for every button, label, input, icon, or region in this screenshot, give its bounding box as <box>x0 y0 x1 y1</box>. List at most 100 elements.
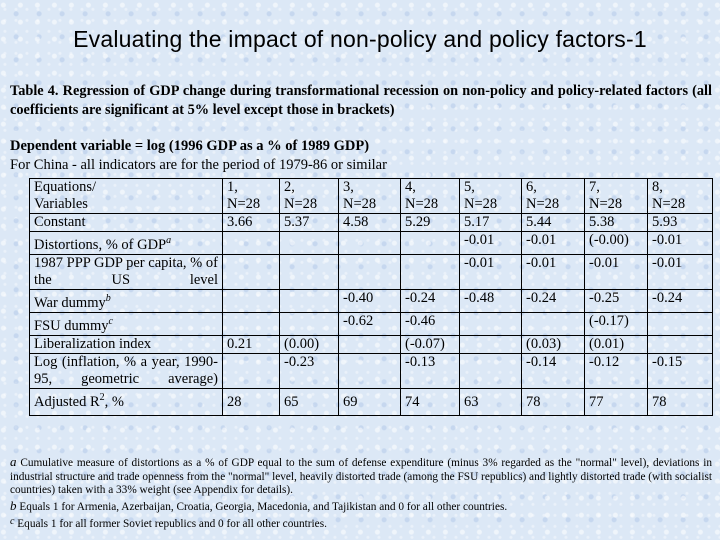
table-cell: (0.00) <box>279 335 339 354</box>
column-n: N=28 <box>405 196 439 212</box>
table-cell: (-0.07) <box>400 335 460 354</box>
table-cell: 78 <box>521 388 585 416</box>
row-label: Adjusted R2, % <box>29 388 223 416</box>
table-cell: 5.44 <box>521 213 585 232</box>
table-cell: -0.24 <box>521 289 585 313</box>
row-label: Distortions, % of GDPa <box>29 231 223 255</box>
column-number: 7, <box>589 179 600 195</box>
column-number: 6, <box>526 179 537 195</box>
header-column-3: 3, N=28 <box>338 178 401 214</box>
footnote-mark: c <box>10 516 15 528</box>
table-cell: -0.01 <box>459 231 522 255</box>
table-header-row: Equations/ Variables 1, N=28 2, N=28 3, N=2… <box>29 178 713 214</box>
table-cell: -0.01 <box>521 231 585 255</box>
column-number: 2, <box>284 179 295 195</box>
table-row-distortions: Distortions, % of GDPa -0.01 -0.01 (-0.0… <box>29 231 713 255</box>
column-number: 4, <box>405 179 416 195</box>
table-cell: -0.01 <box>459 254 522 290</box>
header-column-1: 1, N=28 <box>222 178 280 214</box>
column-n: N=28 <box>526 196 560 212</box>
row-label-text: Adjusted R <box>34 394 100 410</box>
table-cell: (-0.00) <box>584 231 648 255</box>
column-n: N=28 <box>343 196 377 212</box>
table-cell: 0.21 <box>222 335 280 354</box>
table-row-fsu-dummy: FSU dummyc -0.62 -0.46 (-0.17) <box>29 312 713 336</box>
table-cell: -0.15 <box>647 353 713 389</box>
table-cell <box>338 353 401 389</box>
column-n: N=28 <box>227 196 261 212</box>
row-label: 1987 PPP GDP per capita, % of the US lev… <box>29 254 223 290</box>
table-cell <box>647 312 713 336</box>
table-cell: (0.03) <box>521 335 585 354</box>
row-label-text: FSU dummy <box>34 318 109 334</box>
header-column-2: 2, N=28 <box>279 178 339 214</box>
table-cell <box>338 335 401 354</box>
table-cell <box>338 231 401 255</box>
table-cell: -0.01 <box>521 254 585 290</box>
table-cell <box>338 254 401 290</box>
table-row-gdp-per-capita: 1987 PPP GDP per capita, % of the US lev… <box>29 254 713 290</box>
table-cell: -0.24 <box>647 289 713 313</box>
table-cell: -0.24 <box>400 289 460 313</box>
china-note: For China - all indicators are for the p… <box>10 157 387 173</box>
table-cell <box>222 353 280 389</box>
table-cell: -0.48 <box>459 289 522 313</box>
superscript-2: 2 <box>99 392 105 403</box>
row-label: Liberalization index <box>29 335 223 354</box>
column-number: 3, <box>343 179 354 195</box>
header-column-8: 8, N=28 <box>647 178 713 214</box>
header-column-4: 4, N=28 <box>400 178 460 214</box>
table-cell <box>647 335 713 354</box>
footnotes: a Cumulative measure of distortions as a… <box>10 455 712 533</box>
table-cell <box>279 231 339 255</box>
table-cell: 4.58 <box>338 213 401 232</box>
table-row-liberalization: Liberalization index 0.21 (0.00) (-0.07)… <box>29 335 713 354</box>
table-cell: -0.23 <box>279 353 339 389</box>
footnote-c: c Equals 1 for all former Soviet republi… <box>10 515 712 532</box>
header-label-line: Variables <box>34 196 88 212</box>
table-cell: 63 <box>459 388 522 416</box>
footnote-marker-a: a <box>166 235 172 246</box>
table-cell: 5.38 <box>584 213 648 232</box>
table-cell: 78 <box>647 388 713 416</box>
row-label: FSU dummyc <box>29 312 223 336</box>
column-number: 1, <box>227 179 238 195</box>
table-cell: 65 <box>279 388 339 416</box>
table-cell <box>459 353 522 389</box>
footnote-mark: a <box>10 454 17 469</box>
dependent-variable-line: Dependent variable = log (1996 GDP as a … <box>10 138 370 154</box>
table-cell: -0.62 <box>338 312 401 336</box>
column-n: N=28 <box>652 196 686 212</box>
table-row-adjusted-r2: Adjusted R2, % 28 65 69 74 63 78 77 78 <box>29 388 713 416</box>
footnote-b: b Equals 1 for Armenia, Azerbaijan, Croa… <box>10 497 712 515</box>
table-cell: -0.12 <box>584 353 648 389</box>
row-label-text: Distortions, % of GDP <box>34 237 167 253</box>
table-cell: -0.14 <box>521 353 585 389</box>
table-cell <box>222 312 280 336</box>
row-label: Log (inflation, % a year, 1990-95, geome… <box>29 353 223 389</box>
header-label-cell: Equations/ Variables <box>29 178 223 214</box>
table-cell: -0.01 <box>584 254 648 290</box>
table-cell <box>521 312 585 336</box>
table-cell <box>279 289 339 313</box>
table-row-log-inflation: Log (inflation, % a year, 1990-95, geome… <box>29 353 713 389</box>
table-cell: (-0.17) <box>584 312 648 336</box>
table-cell: 77 <box>584 388 648 416</box>
table-cell: -0.25 <box>584 289 648 313</box>
table-cell: -0.46 <box>400 312 460 336</box>
table-row-war-dummy: War dummyb -0.40 -0.24 -0.48 -0.24 -0.25… <box>29 289 713 313</box>
table-cell: 5.37 <box>279 213 339 232</box>
table-cell: 74 <box>400 388 460 416</box>
table-cell <box>459 312 522 336</box>
table-cell: 5.93 <box>647 213 713 232</box>
footnote-a: a Cumulative measure of distortions as a… <box>10 455 712 498</box>
slide-title: Evaluating the impact of non-policy and … <box>73 26 647 52</box>
column-n: N=28 <box>464 196 498 212</box>
table-cell <box>279 254 339 290</box>
footnote-mark: b <box>10 497 17 513</box>
column-number: 8, <box>652 179 663 195</box>
table-cell: -0.40 <box>338 289 401 313</box>
table-cell: 5.17 <box>459 213 522 232</box>
column-n: N=28 <box>589 196 623 212</box>
table-cell: (0.01) <box>584 335 648 354</box>
